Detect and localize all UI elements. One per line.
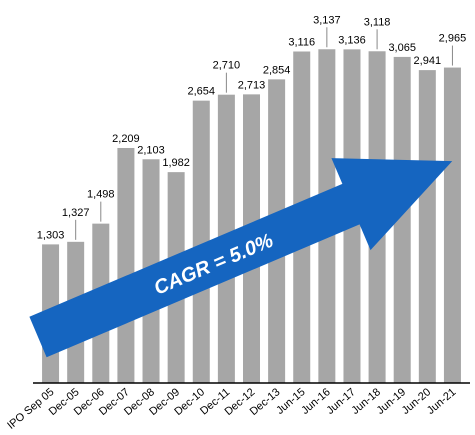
x-tick-label: Jun-21	[425, 386, 458, 417]
value-label: 2,941	[414, 55, 442, 67]
value-label: 1,303	[37, 229, 65, 241]
arrow-shape	[29, 158, 453, 358]
bar	[192, 100, 210, 383]
value-label: 2,654	[187, 86, 215, 98]
bar	[418, 70, 436, 383]
value-label: 3,065	[388, 42, 416, 54]
bar	[393, 56, 411, 383]
value-label: 2,713	[238, 79, 266, 91]
value-label: 2,710	[213, 60, 241, 72]
value-label: 2,965	[439, 33, 467, 45]
bar	[117, 147, 135, 383]
value-label: 1,327	[62, 207, 90, 219]
bar	[443, 67, 461, 383]
value-label: 1,498	[87, 189, 115, 201]
value-label: 3,136	[338, 34, 366, 46]
value-label: 3,137	[313, 14, 341, 26]
value-label: 3,116	[288, 36, 315, 48]
value-label: 2,103	[137, 144, 165, 156]
value-label: 1,982	[162, 157, 190, 169]
value-label: 2,209	[112, 133, 140, 145]
value-label: 3,118	[364, 16, 391, 28]
value-label: 2,854	[263, 64, 291, 76]
